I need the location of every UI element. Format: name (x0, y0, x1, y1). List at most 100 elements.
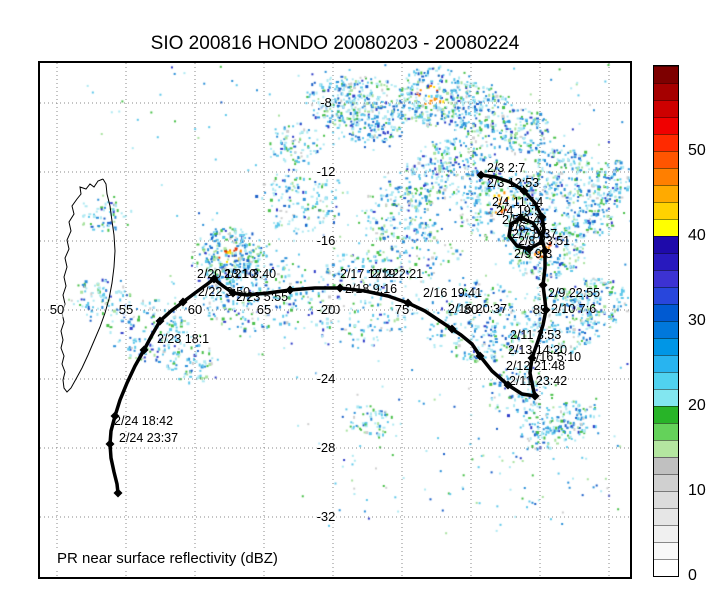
track-time-label: 2/16 19:41 (423, 286, 483, 300)
colorbar-tick-label: 50 (688, 142, 706, 159)
track-time-label: 2/3 2:7 (487, 161, 526, 175)
colorbar-tick-label: 40 (688, 227, 706, 244)
track-position-marker (285, 285, 295, 295)
track-time-label: 2/20 13:10 (197, 267, 257, 281)
track-position-marker (538, 280, 548, 290)
track-time-label: 2/16 5:10 (529, 350, 582, 364)
colorbar-segment (654, 406, 678, 423)
colorbar-segment (654, 457, 678, 474)
lat-tick-label: -28 (315, 440, 337, 456)
storm-track-layer (105, 170, 551, 498)
lon-tick-label: 75 (393, 302, 411, 318)
track-position-marker (105, 439, 115, 449)
track-time-label: 2/9 9:3 (514, 247, 553, 261)
track-time-label: 2/24 23:37 (119, 431, 179, 445)
track-time-label: 2/19 2:21 (371, 267, 424, 281)
colorbar-segment (654, 253, 678, 270)
colorbar-segment (654, 66, 678, 83)
track-position-marker (178, 297, 188, 307)
lon-tick-label: 55 (117, 302, 135, 318)
track-time-label: 2/8 23:51 (518, 234, 571, 248)
colorbar-segment (654, 168, 678, 185)
gridlines-and-coastline-layer (40, 63, 630, 577)
colorbar-tick-label: 10 (688, 482, 706, 499)
colorbar-segment (654, 542, 678, 559)
track-time-label: 2/9 22:55 (548, 286, 601, 300)
track-time-label: 2/5 9:41 (502, 213, 548, 227)
colorbar-segment (654, 389, 678, 406)
lat-tick-label: -20 (315, 302, 337, 318)
colorbar-segment (654, 508, 678, 525)
track-time-label: 2/21 3:40 (224, 267, 277, 281)
track-time-label: 2/4 11:14 (492, 195, 544, 209)
track-time-label: 2/18 9:16 (345, 282, 398, 296)
track-position-marker (228, 288, 238, 298)
track-position-marker (110, 411, 120, 421)
track-time-label: 2/23 5:55 (236, 290, 289, 304)
track-time-label: 2/6 3:8 (508, 220, 547, 234)
colorbar-segment (654, 559, 678, 576)
track-position-marker (537, 212, 547, 222)
lat-tick-label: -24 (315, 371, 337, 387)
track-position-marker (403, 298, 413, 308)
colorbar-segment (654, 287, 678, 304)
colorbar-segment (654, 151, 678, 168)
colorbar-segment (654, 440, 678, 457)
colorbar (653, 65, 679, 577)
track-position-marker (209, 274, 219, 284)
lat-tick-label: -32 (315, 509, 337, 525)
track-position-marker (516, 213, 526, 223)
track-time-label: 2/7 8:37 (512, 227, 558, 241)
lon-tick-label: 60 (186, 302, 204, 318)
colorbar-segment (654, 474, 678, 491)
track-time-label: 2/10 7:6 (551, 302, 597, 316)
track-position-marker (530, 391, 540, 401)
colorbar-tick-label: 30 (688, 312, 706, 329)
track-time-label: 2/12 21:48 (506, 359, 566, 373)
colorbar-segment (654, 219, 678, 236)
chart-title: SIO 200816 HONDO 20080203 - 20080224 (150, 33, 520, 54)
storm-track-line (108, 173, 548, 495)
colorbar-segment (654, 304, 678, 321)
colorbar-segment (654, 321, 678, 338)
lat-tick-label: -8 (319, 95, 333, 111)
colorbar-segment (654, 185, 678, 202)
lat-tick-label: -12 (315, 164, 337, 180)
track-position-marker (139, 345, 149, 355)
lat-tick-label: -16 (315, 233, 337, 249)
colorbar-segment (654, 270, 678, 287)
track-time-label: 2/22 3:50 (198, 285, 251, 299)
colorbar-segment (654, 525, 678, 542)
colorbar-segment (654, 236, 678, 253)
track-position-marker (475, 351, 485, 361)
track-position-marker (519, 186, 529, 196)
colorbar-segment (654, 372, 678, 389)
track-time-label: 2/11 3:53 (510, 328, 562, 342)
track-position-marker (541, 305, 551, 315)
colorbar-segment (654, 423, 678, 440)
colorbar-tick-label: 20 (688, 397, 706, 414)
colorbar-tick-label: 0 (688, 567, 697, 584)
madagascar-coastline (60, 178, 116, 393)
track-time-label: 2/24 18:42 (114, 414, 174, 428)
track-position-marker (524, 244, 534, 254)
colorbar-segment (654, 202, 678, 219)
track-time-label: 2/15 20:37 (448, 302, 508, 316)
track-position-marker (113, 488, 123, 498)
track-position-marker (540, 246, 550, 256)
colorbar-segment (654, 134, 678, 151)
colorbar-segment (654, 117, 678, 134)
lon-tick-label: 65 (255, 302, 273, 318)
track-time-label: 2/4 19:5 (496, 204, 542, 218)
track-position-marker (155, 316, 165, 326)
track-position-marker (335, 283, 345, 293)
lon-tick-label: 80 (462, 302, 480, 318)
map-plot: PR near surface reflectivity (dBZ) 50 55 6… (38, 61, 632, 579)
track-time-label: 2/11 23:42 (509, 374, 568, 388)
reflectivity-field-canvas (40, 63, 630, 577)
track-position-marker (527, 353, 537, 363)
lon-tick-label: 50 (48, 302, 66, 318)
track-position-marker (447, 324, 457, 334)
field-caption: PR near surface reflectivity (dBZ) (54, 549, 281, 568)
